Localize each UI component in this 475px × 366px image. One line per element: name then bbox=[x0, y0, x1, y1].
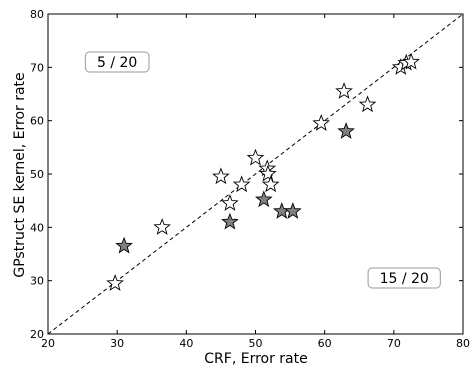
star-marker-open bbox=[335, 82, 353, 99]
star-marker-filled bbox=[337, 122, 355, 139]
star-marker-filled bbox=[115, 236, 133, 254]
y-tick-label: 60 bbox=[30, 115, 44, 128]
y-tick-label: 50 bbox=[30, 168, 44, 181]
x-tick-label: 80 bbox=[456, 337, 470, 350]
x-tick-label: 70 bbox=[387, 337, 401, 350]
star-marker-open bbox=[261, 175, 280, 193]
y-tick-label: 20 bbox=[30, 328, 44, 341]
y-tick-label: 40 bbox=[30, 221, 44, 234]
y-tick-label: 30 bbox=[30, 275, 44, 288]
star-marker-filled bbox=[284, 202, 302, 219]
star-marker-open bbox=[246, 148, 265, 166]
y-tick-label: 70 bbox=[30, 61, 44, 74]
star-marker-open bbox=[106, 274, 124, 291]
star-marker-open bbox=[221, 194, 239, 211]
star-marker-open bbox=[212, 167, 230, 185]
x-tick-label: 20 bbox=[41, 337, 55, 350]
x-tick-label: 30 bbox=[110, 337, 124, 350]
y-tick-label: 80 bbox=[30, 8, 44, 21]
x-tick-label: 50 bbox=[249, 337, 263, 350]
x-tick-label: 40 bbox=[179, 337, 193, 350]
y-axis-label: GPstruct SE kernel, Error rate bbox=[12, 72, 28, 277]
star-marker-open bbox=[259, 164, 277, 182]
star-marker-filled bbox=[221, 212, 239, 230]
annotation-box bbox=[367, 267, 441, 289]
star-marker-open bbox=[312, 114, 331, 131]
annotation-label: 5 / 20 bbox=[97, 55, 137, 71]
annotation-label: 15 / 20 bbox=[380, 271, 429, 287]
x-axis-label: CRF, Error rate bbox=[204, 351, 307, 366]
star-marker-open bbox=[153, 218, 171, 235]
star-marker-open bbox=[402, 52, 420, 70]
star-marker-open bbox=[232, 175, 251, 193]
star-marker-open bbox=[358, 95, 377, 113]
x-tick-label: 60 bbox=[318, 337, 332, 350]
star-marker-filled bbox=[254, 190, 273, 208]
annotation-box bbox=[84, 51, 150, 73]
